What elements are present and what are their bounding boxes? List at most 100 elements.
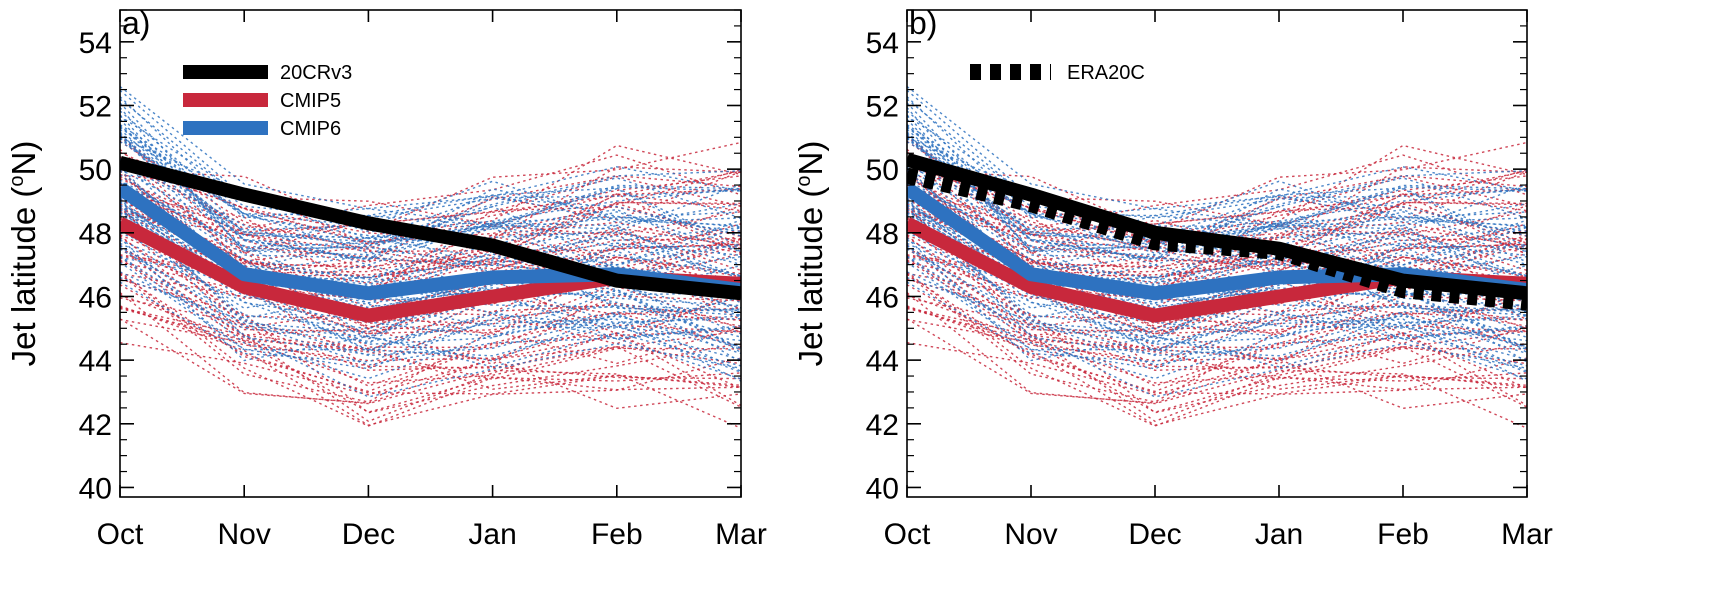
y-axis-label-degree: o	[6, 175, 28, 186]
cmip6-member-line	[120, 244, 741, 372]
cmip6-member-line	[907, 107, 1527, 253]
cmip5-member-line	[907, 318, 1527, 413]
cmip5-member-line	[907, 134, 1527, 236]
cmip5-member-line	[120, 306, 741, 362]
cmip6-member-line	[907, 228, 1527, 314]
y-tick-label: 52	[79, 90, 112, 123]
y-tick-label: 44	[866, 345, 899, 378]
x-tick-label: Oct	[884, 518, 931, 551]
y-tick-label: 50	[866, 154, 899, 187]
x-tick-label: Jan	[1255, 518, 1303, 551]
cmip6-member-line	[907, 159, 1527, 266]
cmip6-member-line	[120, 201, 741, 342]
cmip6-member-line	[907, 132, 1527, 228]
cmip5-member-line	[120, 272, 741, 345]
cmip6-member-line	[907, 255, 1527, 398]
cmip6-member-line	[120, 198, 741, 354]
cmip5-member-line	[907, 306, 1527, 362]
cmip5-member-line	[120, 273, 741, 403]
y-tick-label: 52	[866, 90, 899, 123]
panel-b: 40 42 44 46 48 50 52 54 Oct Nov Dec Jan Feb Mar Jet la…	[792, 5, 1553, 551]
y-tick-label: 46	[866, 281, 899, 314]
cmip6-member-line	[120, 242, 741, 349]
cmip6-member-line	[907, 118, 1527, 252]
x-tick-label: Dec	[342, 518, 395, 551]
cmip5-member-line	[907, 244, 1527, 332]
x-tick-label: Feb	[1377, 518, 1429, 551]
series-line-era20c	[907, 167, 1527, 311]
y-tick-label: 42	[79, 409, 112, 442]
y-axis-label-close: )	[5, 141, 42, 152]
cmip6-member-line	[120, 182, 741, 305]
cmip6-member-line	[907, 203, 1527, 356]
legend-label: 20CRv3	[280, 62, 352, 84]
y-axis-label-text: Jet latitude	[5, 207, 42, 367]
plot-frame	[906, 9, 1528, 498]
cmip5-member-line	[907, 341, 1527, 410]
cmip5-member-line	[120, 170, 741, 264]
y-tick-label: 46	[79, 281, 112, 314]
cmip6-member-line	[907, 209, 1527, 357]
cmip6-member-line	[120, 107, 741, 253]
cmip5-member-line	[120, 244, 741, 332]
series-line-20crv3	[907, 152, 1527, 301]
cmip5-member-line	[907, 190, 1527, 279]
cmip5-member-line	[907, 272, 1527, 345]
legend-label: CMIP5	[280, 90, 341, 112]
y-axis-label-open: (	[792, 187, 829, 207]
cmip5-member-line	[120, 189, 741, 266]
cmip5-member-line	[120, 156, 741, 279]
cmip5-member-line	[907, 273, 1527, 393]
cmip5-member-line	[907, 207, 1527, 340]
cmip6-member-line	[907, 128, 1527, 266]
cmip6-member-line	[907, 232, 1527, 321]
cmip5-member-line	[907, 205, 1527, 336]
y-axis-label-unit: N	[5, 152, 42, 176]
cmip6-member-line	[907, 198, 1527, 354]
y-axis-label-unit: N	[792, 152, 829, 176]
cmip6-member-line	[120, 89, 741, 227]
y-tick-label: 48	[79, 218, 112, 251]
cmip5-member-line	[120, 175, 741, 233]
cmip5-member-line	[907, 305, 1527, 426]
y-axis-label-open: (	[5, 187, 42, 207]
cmip5-member-line	[120, 205, 741, 336]
cmip6-member-line	[120, 160, 741, 285]
cmip6-member-line	[120, 118, 741, 252]
cmip6-member-line	[907, 102, 1527, 243]
cmip6-member-line	[907, 124, 1527, 261]
cmip5-member-line	[120, 318, 741, 413]
cmip5-member-line	[120, 292, 741, 429]
cmip5-member-line	[120, 247, 741, 381]
y-tick-label: 42	[866, 409, 899, 442]
cmip6-member-line	[907, 214, 1527, 345]
cmip5-member-line	[120, 170, 741, 306]
cmip5-member-line	[120, 134, 741, 236]
cmip6-member-line	[120, 212, 741, 340]
cmip5-member-line	[120, 198, 741, 301]
cmip5-member-line	[120, 271, 741, 427]
cmip6-member-line	[907, 98, 1527, 253]
cmip5-member-line	[907, 234, 1527, 365]
panel-label: a)	[122, 5, 150, 41]
cmip5-member-line	[907, 255, 1527, 349]
cmip6-member-line	[907, 182, 1527, 305]
cmip6-member-line	[120, 135, 741, 260]
x-tick-label: Oct	[97, 518, 144, 551]
cmip6-member-line	[907, 179, 1527, 267]
cmip6-member-line	[907, 242, 1527, 349]
cmip5-member-line	[907, 318, 1527, 408]
y-tick-label: 50	[79, 154, 112, 187]
x-tick-label: Nov	[218, 518, 271, 551]
cmip6-member-line	[907, 261, 1527, 380]
cmip5-member-line	[120, 154, 741, 230]
cmip6-member-line	[907, 85, 1527, 226]
cmip6-member-line	[120, 232, 741, 321]
cmip5-member-line	[120, 175, 741, 270]
cmip5-member-line	[120, 234, 741, 365]
cmip6-member-line	[120, 127, 741, 266]
cmip6-member-line	[907, 126, 1527, 253]
legend-label: CMIP6	[280, 118, 341, 140]
cmip6-member-line	[907, 110, 1527, 219]
series-line-20crv3	[120, 156, 741, 301]
